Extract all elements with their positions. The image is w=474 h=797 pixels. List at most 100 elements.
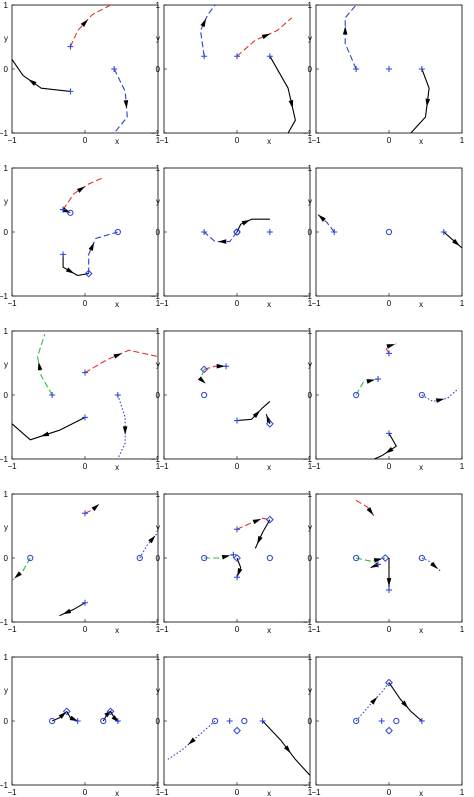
trajectory-line bbox=[355, 378, 379, 396]
series-blue-5 bbox=[393, 717, 400, 725]
y-tick-label: 1 bbox=[156, 164, 161, 173]
panel-3: −1 0 1 1 0 −1 x y bbox=[303, 1, 465, 146]
y-tick-label: 0 bbox=[156, 391, 161, 400]
direction-arrow bbox=[14, 571, 22, 579]
series-green-2 bbox=[11, 554, 34, 581]
direction-arrow bbox=[58, 711, 67, 719]
x-tick-label: 1 bbox=[156, 136, 161, 145]
panel-15: −1 0 1 1 0 −1 x y bbox=[303, 653, 465, 797]
start-marker-plus bbox=[223, 363, 230, 370]
y-tick-label: −1 bbox=[0, 129, 9, 138]
marker-circle bbox=[353, 554, 360, 562]
marker-diamond bbox=[385, 678, 393, 687]
start-marker-plus bbox=[74, 718, 81, 724]
series-blue-4 bbox=[241, 717, 248, 725]
panel-14: −1 0 1 1 0 −1 x y bbox=[151, 653, 313, 797]
x-tick-label: 1 bbox=[156, 788, 161, 797]
y-axis-label: y bbox=[156, 360, 160, 369]
y-tick-label: −1 bbox=[151, 129, 161, 138]
direction-arrow bbox=[342, 26, 348, 35]
series-blue-4 bbox=[88, 228, 121, 274]
series-blue-3 bbox=[201, 391, 208, 399]
x-tick-label: −1 bbox=[7, 136, 17, 145]
y-tick-label: 1 bbox=[308, 327, 313, 336]
series-red-1 bbox=[384, 343, 397, 357]
series-black-4 bbox=[370, 561, 382, 569]
plot-frame bbox=[11, 330, 159, 460]
start-marker-plus bbox=[226, 718, 233, 724]
panel-2: −1 0 1 1 0 −1 x y bbox=[151, 1, 313, 146]
marker-circle bbox=[136, 554, 143, 562]
y-tick-label: −1 bbox=[0, 292, 9, 301]
x-tick-label: 0 bbox=[83, 462, 88, 471]
y-tick-label: −1 bbox=[303, 455, 313, 464]
y-tick-label: 1 bbox=[156, 327, 161, 336]
y-tick-label: 1 bbox=[308, 1, 313, 10]
x-axis-label: x bbox=[267, 137, 271, 146]
y-axis-label: y bbox=[4, 686, 8, 695]
series-black-5 bbox=[259, 718, 311, 776]
y-tick-label: −1 bbox=[303, 292, 313, 301]
start-marker-plus bbox=[234, 574, 240, 581]
x-tick-label: 1 bbox=[308, 788, 313, 797]
plot-frame bbox=[315, 330, 463, 460]
direction-arrow bbox=[62, 608, 72, 615]
y-tick-label: 1 bbox=[308, 653, 313, 662]
y-tick-label: 1 bbox=[156, 490, 161, 499]
panel-6: −1 0 1 1 0 −1 x y bbox=[303, 164, 465, 309]
marker-circle bbox=[100, 717, 107, 725]
direction-arrow bbox=[401, 700, 409, 709]
series-red-1 bbox=[355, 499, 375, 517]
panel-9: −1 0 1 1 0 −1 x y bbox=[303, 327, 465, 472]
panel-13: −1 0 1 1 0 −1 x y bbox=[0, 653, 161, 797]
series-blue-1 bbox=[167, 717, 219, 760]
panel-4: −1 0 1 1 0 −1 x y bbox=[0, 164, 161, 309]
x-axis-label: x bbox=[267, 463, 271, 472]
x-tick-label: −1 bbox=[311, 136, 321, 145]
start-marker-plus bbox=[234, 526, 240, 533]
x-axis-label: x bbox=[419, 300, 423, 309]
x-tick-label: 0 bbox=[387, 136, 392, 145]
series-red-1 bbox=[82, 503, 100, 517]
series-blue-4 bbox=[114, 392, 128, 460]
direction-arrow bbox=[430, 561, 439, 569]
direction-arrow bbox=[386, 578, 392, 587]
direction-arrow bbox=[252, 518, 262, 525]
y-tick-label: 0 bbox=[308, 65, 313, 74]
x-tick-label: −1 bbox=[159, 299, 169, 308]
x-tick-label: 1 bbox=[156, 299, 161, 308]
marker-circle bbox=[67, 209, 74, 216]
x-tick-label: −1 bbox=[311, 788, 321, 797]
x-tick-label: 0 bbox=[235, 625, 240, 634]
start-marker-plus bbox=[201, 53, 208, 60]
series-blue-3 bbox=[111, 66, 129, 134]
series-blue-4 bbox=[266, 554, 273, 562]
series-red-1 bbox=[234, 515, 274, 533]
x-tick-label: 0 bbox=[235, 299, 240, 308]
trajectory-line bbox=[236, 400, 271, 422]
start-marker-plus bbox=[234, 417, 240, 424]
y-axis-label: y bbox=[156, 686, 160, 695]
start-marker-plus bbox=[386, 430, 392, 437]
y-tick-label: 1 bbox=[308, 164, 313, 173]
y-axis-label: y bbox=[4, 197, 8, 206]
series-green-2 bbox=[36, 334, 56, 398]
start-marker-plus bbox=[60, 206, 67, 213]
marker-circle bbox=[114, 228, 121, 236]
panel-10: −1 0 1 1 0 −1 x y bbox=[0, 490, 161, 635]
trajectory-line bbox=[11, 416, 86, 441]
marker-circle bbox=[233, 228, 241, 236]
series-green-3 bbox=[201, 551, 237, 562]
x-tick-label: 1 bbox=[460, 462, 465, 471]
marker-diamond bbox=[62, 707, 71, 716]
direction-arrow bbox=[221, 554, 231, 560]
start-marker-plus bbox=[266, 229, 273, 235]
x-tick-label: −1 bbox=[7, 788, 17, 797]
y-tick-label: 0 bbox=[308, 717, 313, 726]
y-axis-label: y bbox=[156, 34, 160, 43]
y-tick-label: 0 bbox=[4, 391, 9, 400]
marker-circle bbox=[353, 717, 360, 725]
series-red-1 bbox=[82, 349, 159, 376]
y-tick-label: 1 bbox=[4, 164, 9, 173]
